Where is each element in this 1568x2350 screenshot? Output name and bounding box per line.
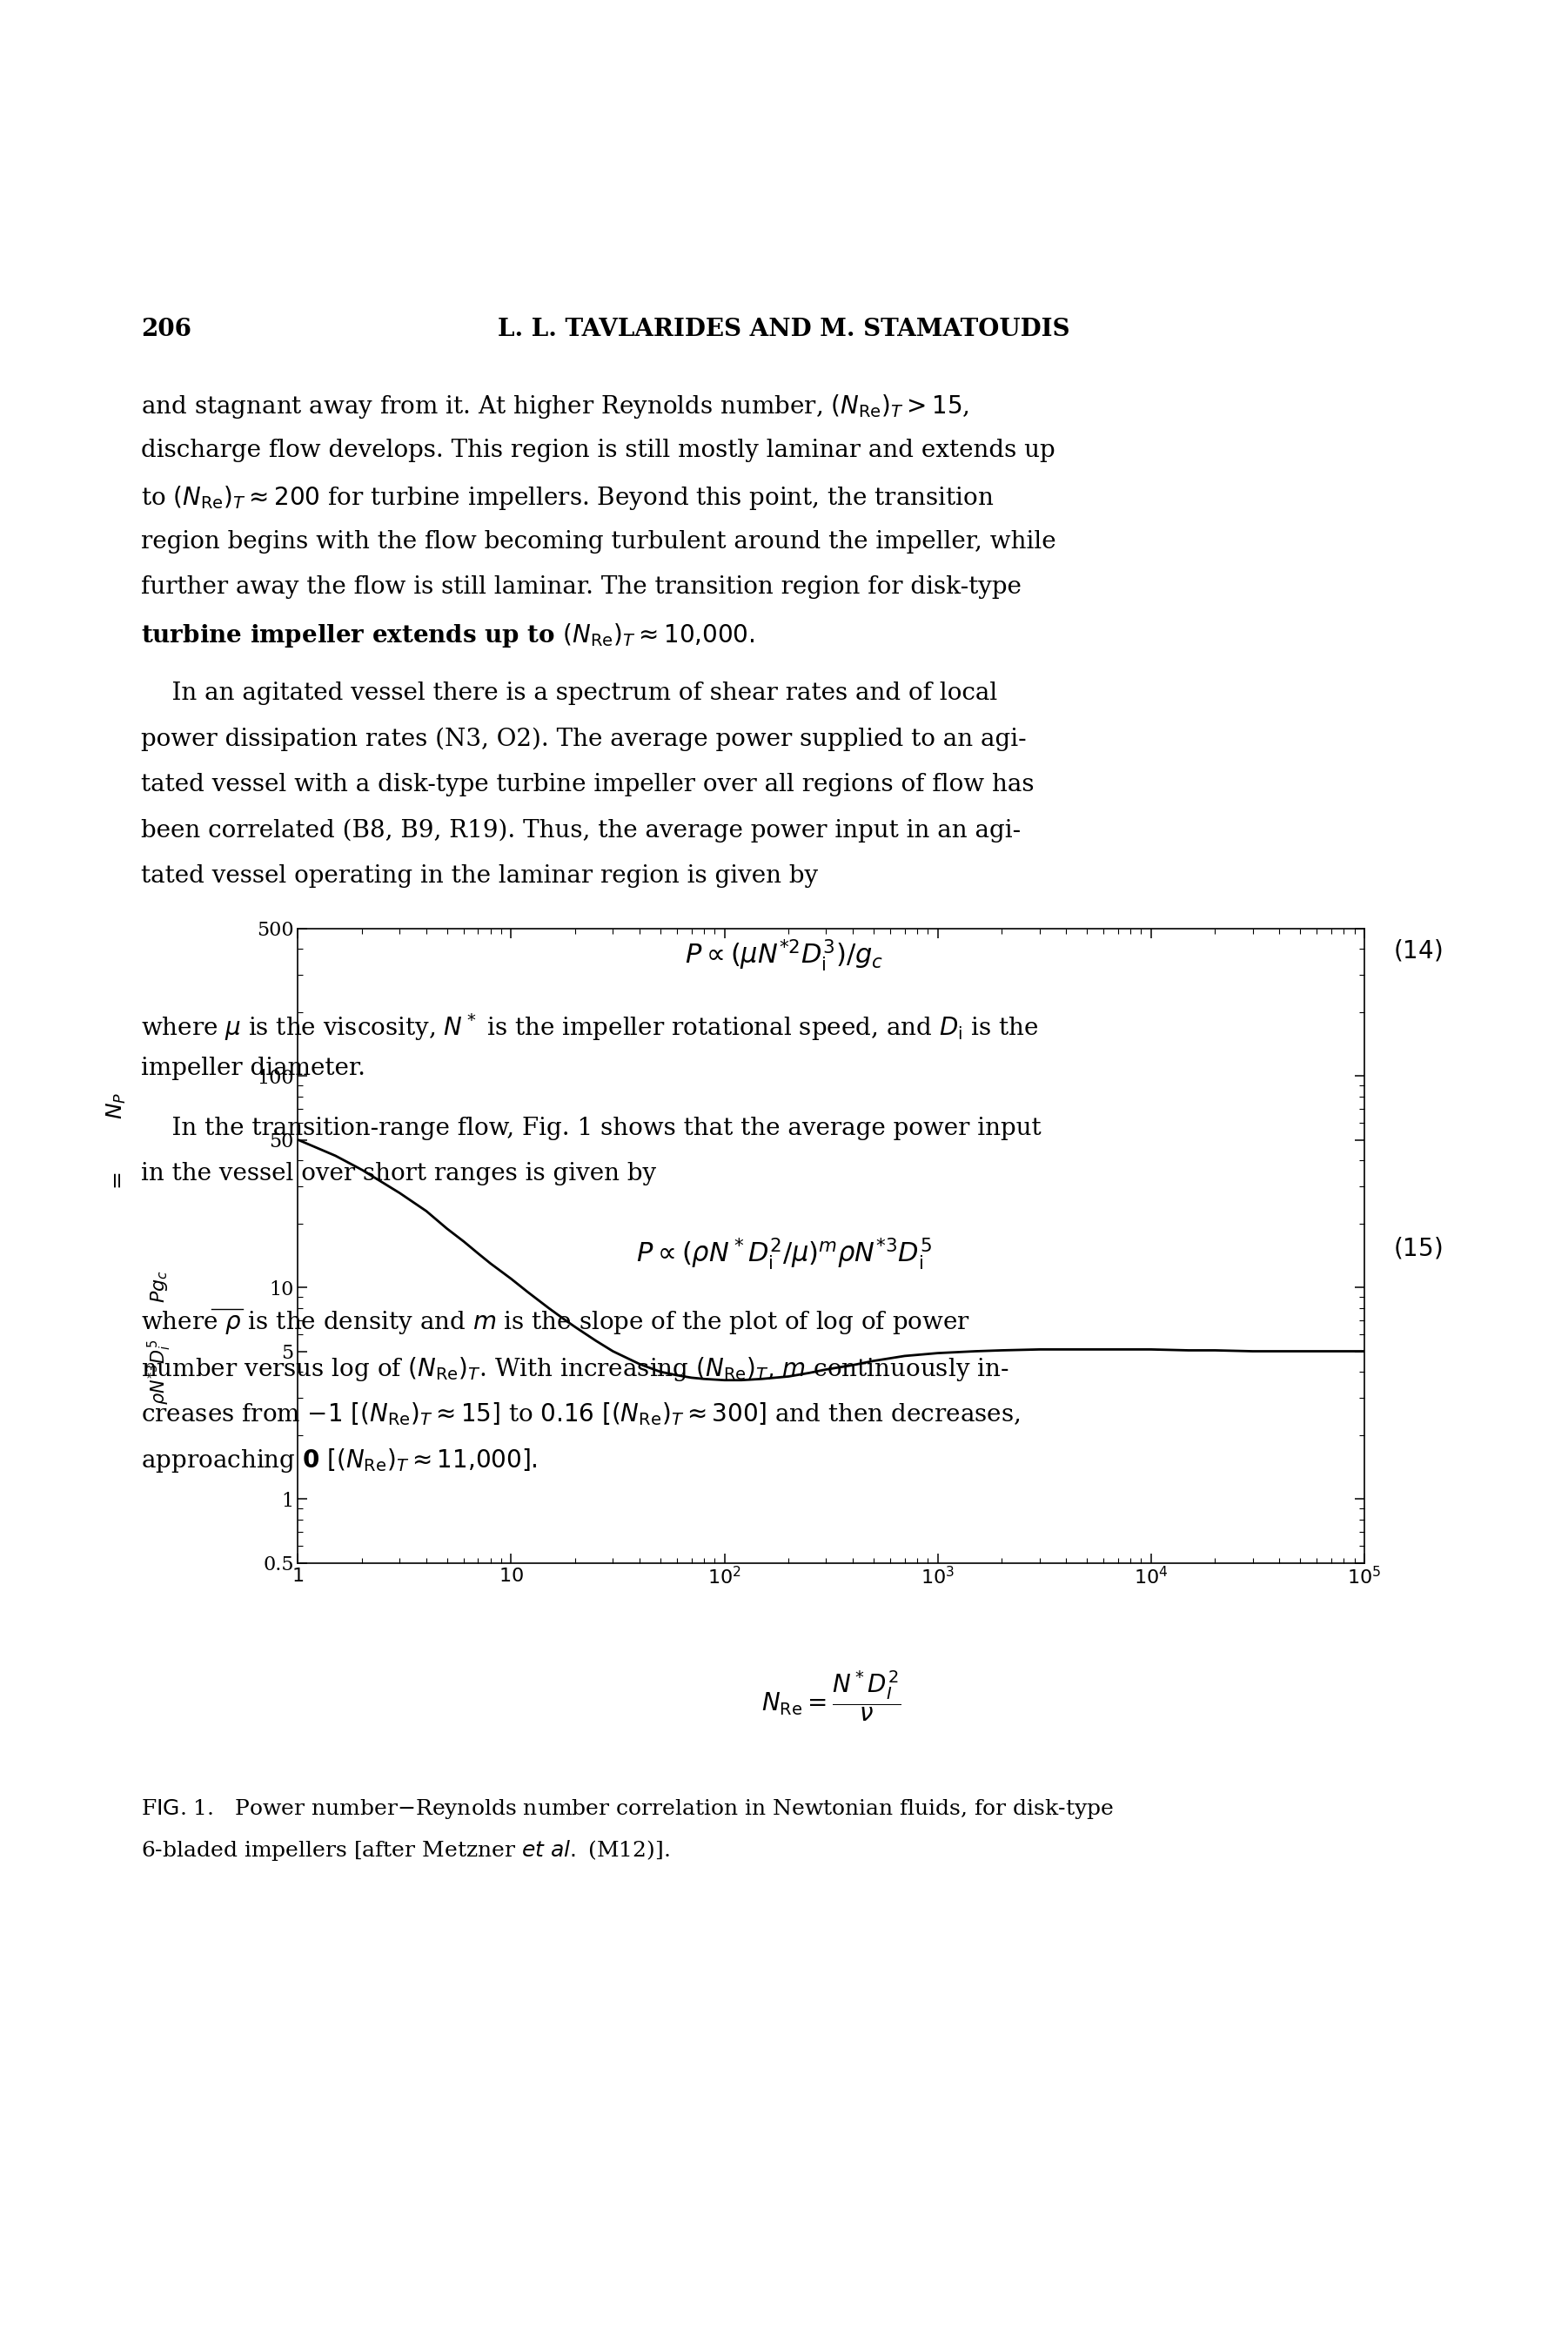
Text: further away the flow is still laminar. The transition region for disk-type: further away the flow is still laminar. … xyxy=(141,576,1022,599)
Text: tated vessel operating in the laminar region is given by: tated vessel operating in the laminar re… xyxy=(141,865,818,888)
Text: $N_{\mathrm{Re}} = \dfrac{N^*D_I^2}{\nu}$: $N_{\mathrm{Re}} = \dfrac{N^*D_I^2}{\nu}… xyxy=(760,1668,902,1723)
Text: tated vessel with a disk-type turbine impeller over all regions of flow has: tated vessel with a disk-type turbine im… xyxy=(141,773,1035,797)
Text: discharge flow develops. This region is still mostly laminar and extends up: discharge flow develops. This region is … xyxy=(141,439,1055,463)
Text: to $(N_{\mathrm{Re}})_T \approx 200$ for turbine impellers. Beyond this point, t: to $(N_{\mathrm{Re}})_T \approx 200$ for… xyxy=(141,484,994,512)
Text: been correlated (B8, B9, R19). Thus, the average power input in an agi-: been correlated (B8, B9, R19). Thus, the… xyxy=(141,818,1021,841)
Text: $\rho N^{*3}D_i^5$: $\rho N^{*3}D_i^5$ xyxy=(146,1339,172,1405)
Text: $(15)$: $(15)$ xyxy=(1394,1236,1443,1262)
Text: creases from $-1$ $[(N_{\mathrm{Re}})_T \approx 15]$ to $0.16$ $[(N_{\mathrm{Re}: creases from $-1$ $[(N_{\mathrm{Re}})_T … xyxy=(141,1401,1021,1426)
Text: $N_P$: $N_P$ xyxy=(105,1093,129,1119)
Text: and stagnant away from it. At higher Reynolds number, $(N_{\mathrm{Re}})_T > 15$: and stagnant away from it. At higher Rey… xyxy=(141,392,969,421)
Text: $=$: $=$ xyxy=(107,1170,127,1194)
Text: $Pg_c$: $Pg_c$ xyxy=(149,1271,169,1304)
Text: power dissipation rates (N3, O2). The average power supplied to an agi-: power dissipation rates (N3, O2). The av… xyxy=(141,726,1027,750)
Text: where $\rho$ is the density and $m$ is the slope of the plot of log of power: where $\rho$ is the density and $m$ is t… xyxy=(141,1309,971,1335)
Text: approaching $\mathbf{0}$ $[(N_{\mathrm{Re}})_T \approx 11{,}000].$: approaching $\mathbf{0}$ $[(N_{\mathrm{R… xyxy=(141,1445,538,1473)
Text: region begins with the flow becoming turbulent around the impeller, while: region begins with the flow becoming tur… xyxy=(141,531,1057,555)
Text: L. L. TAVLARIDES AND M. STAMATOUDIS: L. L. TAVLARIDES AND M. STAMATOUDIS xyxy=(499,317,1069,341)
Text: turbine impeller extends up to $(N_{\mathrm{Re}})_T \approx 10{,}000.$: turbine impeller extends up to $(N_{\mat… xyxy=(141,620,754,649)
Text: impeller diameter.: impeller diameter. xyxy=(141,1058,365,1081)
Text: In the transition-range flow, Fig. 1 shows that the average power input: In the transition-range flow, Fig. 1 sho… xyxy=(141,1116,1041,1140)
Text: number versus log of $(N_{\mathrm{Re}})_T$. With increasing $(N_{\mathrm{Re}})_T: number versus log of $(N_{\mathrm{Re}})_… xyxy=(141,1354,1010,1382)
Text: $P \propto (\rho N^* D_{\mathrm{i}}^2/\mu)^m \rho N^{*3} D_{\mathrm{i}}^5$: $P \propto (\rho N^* D_{\mathrm{i}}^2/\m… xyxy=(637,1236,931,1271)
Text: where $\mu$ is the viscosity, $N^*$ is the impeller rotational speed, and $D_{\m: where $\mu$ is the viscosity, $N^*$ is t… xyxy=(141,1010,1038,1043)
Text: 206: 206 xyxy=(141,317,191,341)
Text: in the vessel over short ranges is given by: in the vessel over short ranges is given… xyxy=(141,1163,657,1187)
Text: F$\mathrm{IG}$. 1.   Power number$-$Reynolds number correlation in Newtonian flu: F$\mathrm{IG}$. 1. Power number$-$Reynol… xyxy=(141,1798,1113,1821)
Text: $(14)$: $(14)$ xyxy=(1394,938,1443,963)
Text: In an agitated vessel there is a spectrum of shear rates and of local: In an agitated vessel there is a spectru… xyxy=(141,682,997,705)
Text: 6-bladed impellers [after Metzner $et\ al.$ (M12)].: 6-bladed impellers [after Metzner $et\ a… xyxy=(141,1838,670,1864)
Text: $P \propto (\mu N^{*2}D_{\mathrm{i}}^3)/g_c$: $P \propto (\mu N^{*2}D_{\mathrm{i}}^3)/… xyxy=(685,938,883,973)
